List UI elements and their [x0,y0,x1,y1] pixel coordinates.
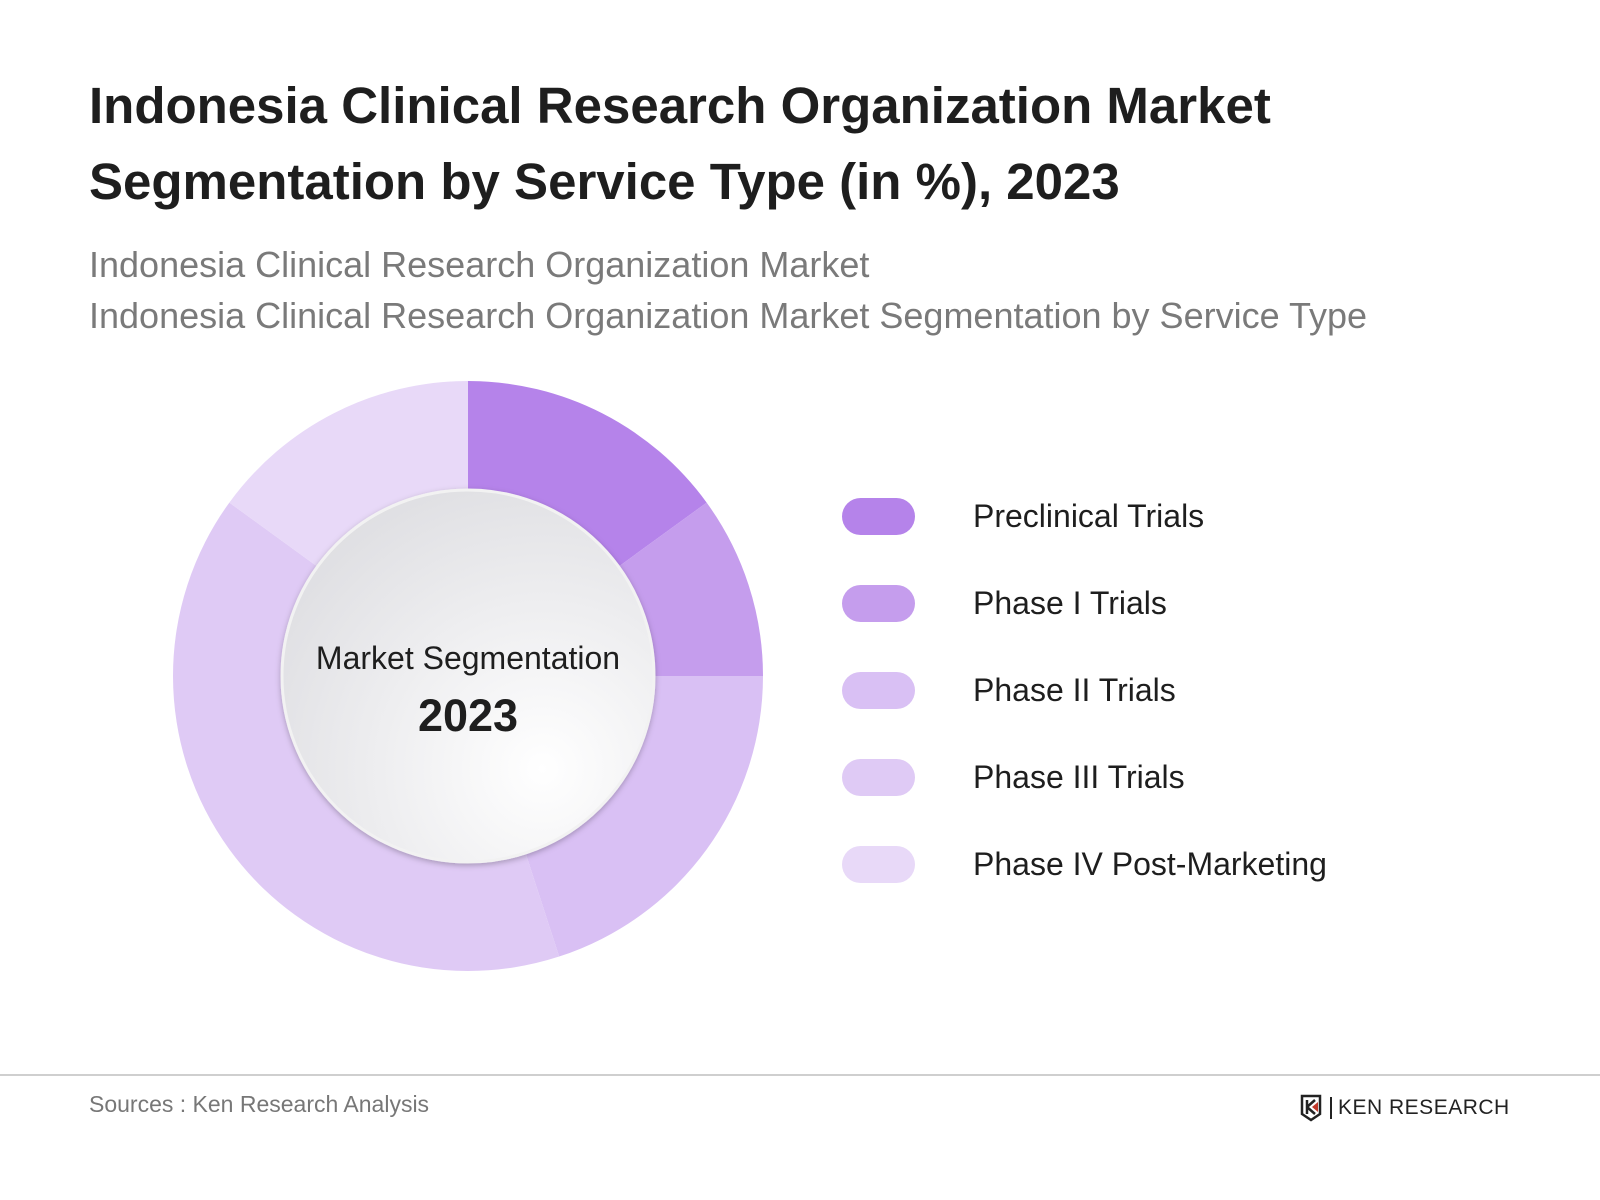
legend-item: Phase IV Post-Marketing [842,845,1327,883]
legend-swatch [842,758,915,796]
subtitle-line-2: Indonesia Clinical Research Organization… [89,295,1367,336]
legend-item: Preclinical Trials [842,497,1204,535]
logo-text: KEN RESEARCH [1338,1096,1510,1119]
legend-swatch [842,584,915,622]
donut-slice-phase-ii-trials [514,676,763,957]
center-year: 2023 [418,690,518,741]
legend-label: Phase III Trials [973,758,1185,795]
source-note: Sources : Ken Research Analysis [89,1091,430,1117]
legend-swatch [842,497,915,535]
legend-item: Phase I Trials [842,584,1167,622]
legend-label: Phase IV Post-Marketing [973,845,1327,882]
legend-item: Phase III Trials [842,758,1185,796]
ken-logo-icon [1300,1094,1322,1122]
legend-swatch [842,845,915,883]
center-label: Market Segmentation [316,640,620,676]
chart-title: Indonesia Clinical Research Organization… [89,77,1271,210]
legend-item: Phase II Trials [842,671,1176,709]
logo-separator [1330,1097,1332,1119]
donut-center [280,488,656,864]
legend-swatch [842,671,915,709]
ken-research-logo: KEN RESEARCH [1300,1094,1510,1122]
legend-label: Phase II Trials [973,671,1176,708]
subtitle-line-1: Indonesia Clinical Research Organization… [89,244,870,285]
footer-divider [0,1074,1600,1076]
legend-label: Preclinical Trials [973,497,1205,534]
legend-label: Phase I Trials [973,584,1167,621]
